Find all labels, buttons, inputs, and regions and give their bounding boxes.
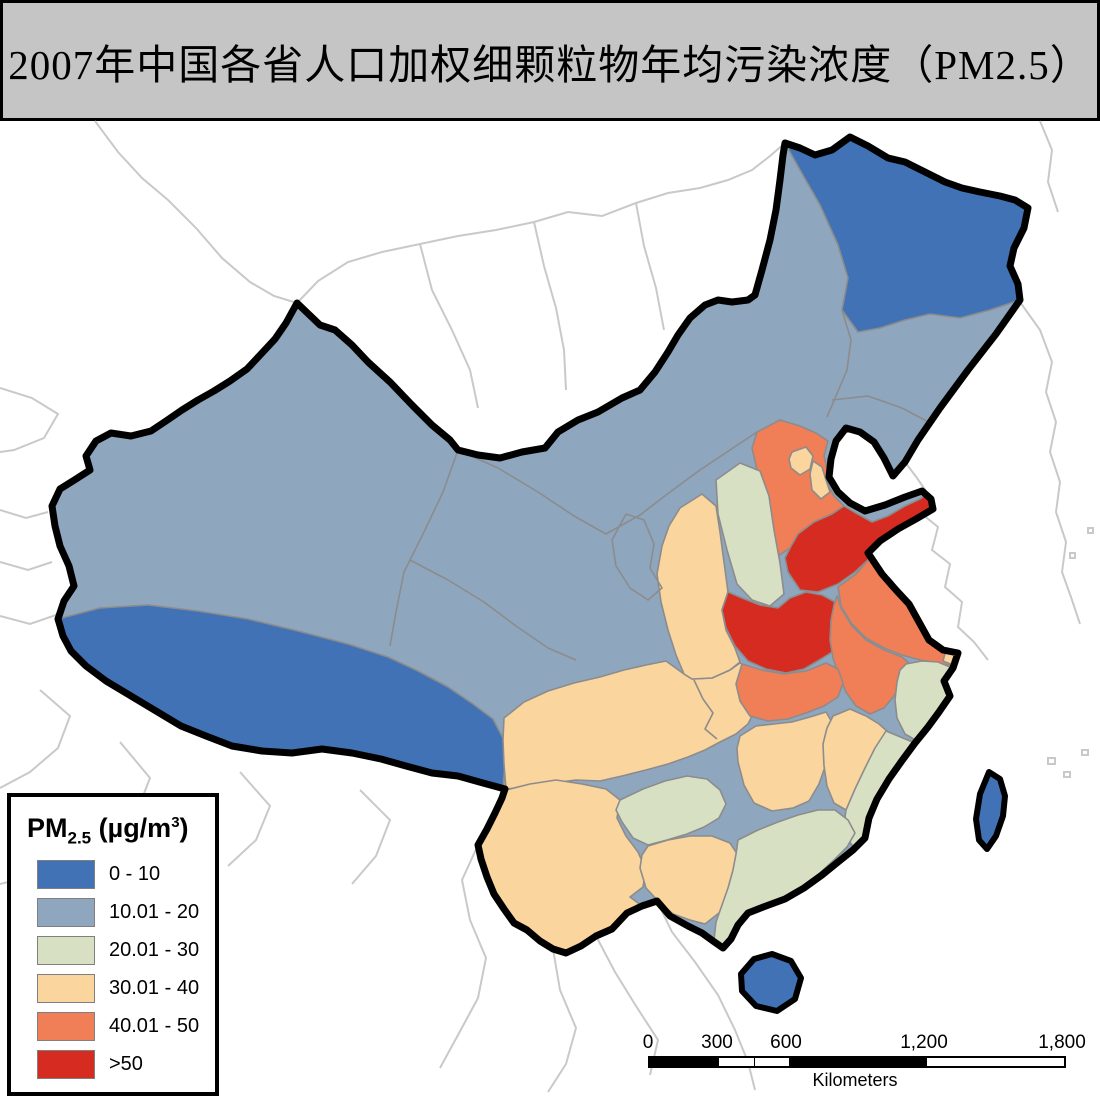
legend-label: 30.01 - 40 [109,977,200,999]
scale-segment [926,1058,1064,1066]
legend-label: >50 [109,1053,143,1075]
province-internal-borders [389,309,933,740]
legend-item-40-50: 40.01 - 50 [37,1012,199,1041]
legend: PM2.5 (µg/m3) 0 - 10 10.01 - 20 20.01 - … [7,793,219,1096]
province-shanxi [715,462,785,607]
legend-swatch [37,1050,95,1079]
map-title: 2007年中国各省人口加权细颗粒物年均污染浓度（PM2.5） [8,41,1092,88]
province-hainan [738,951,804,1014]
province-taiwan [973,769,1008,852]
legend-label: 10.01 - 20 [109,901,200,923]
neighbor-country-borders [0,120,1094,1093]
china-pm25-map [0,120,1094,1093]
legend-item-20-30: 20.01 - 30 [37,936,199,965]
scale-tick-300: 300 [701,1032,733,1053]
legend-swatch [37,974,95,1003]
province-tianjin [809,460,831,500]
province-hubei [735,662,844,722]
legend-item-30-40: 30.01 - 40 [37,974,199,1003]
legend-label: 20.01 - 30 [109,939,200,961]
legend-swatch [37,936,95,965]
scale-bar: 0 300 600 1,200 1,800 Kilometers [643,1032,1086,1091]
scale-segment [718,1058,754,1066]
legend-swatch [37,1012,95,1041]
legend-swatch [37,860,95,889]
province-guizhou [615,775,727,846]
legend-label: 0 - 10 [109,863,161,885]
scale-tick-1200: 1,200 [900,1032,948,1053]
scale-segment [650,1058,719,1066]
scale-tick-0: 0 [642,1032,654,1053]
legend-title: PM2.5 (µg/m3) [27,813,189,848]
province-anhui [829,595,909,715]
legend-swatch [37,898,95,927]
province-beijing [788,446,814,476]
legend-item-over-50: >50 [37,1050,143,1079]
scale-bar-segments [648,1056,1066,1068]
legend-label: 40.01 - 50 [109,1015,200,1037]
scale-tick-1800: 1,800 [1038,1032,1086,1053]
scale-segment [753,1058,789,1066]
scale-bar-unit: Kilometers [812,1070,898,1090]
legend-item-10-20: 10.01 - 20 [37,898,199,927]
title-bar: 2007年中国各省人口加权细颗粒物年均污染浓度（PM2.5） [0,0,1100,121]
scale-tick-600: 600 [770,1032,802,1053]
legend-item-0-10: 0 - 10 [37,860,160,889]
scale-bar-ticks: 0 300 600 1,200 1,800 [643,1032,1086,1056]
scale-segment [788,1058,927,1066]
province-hunan [736,711,834,812]
